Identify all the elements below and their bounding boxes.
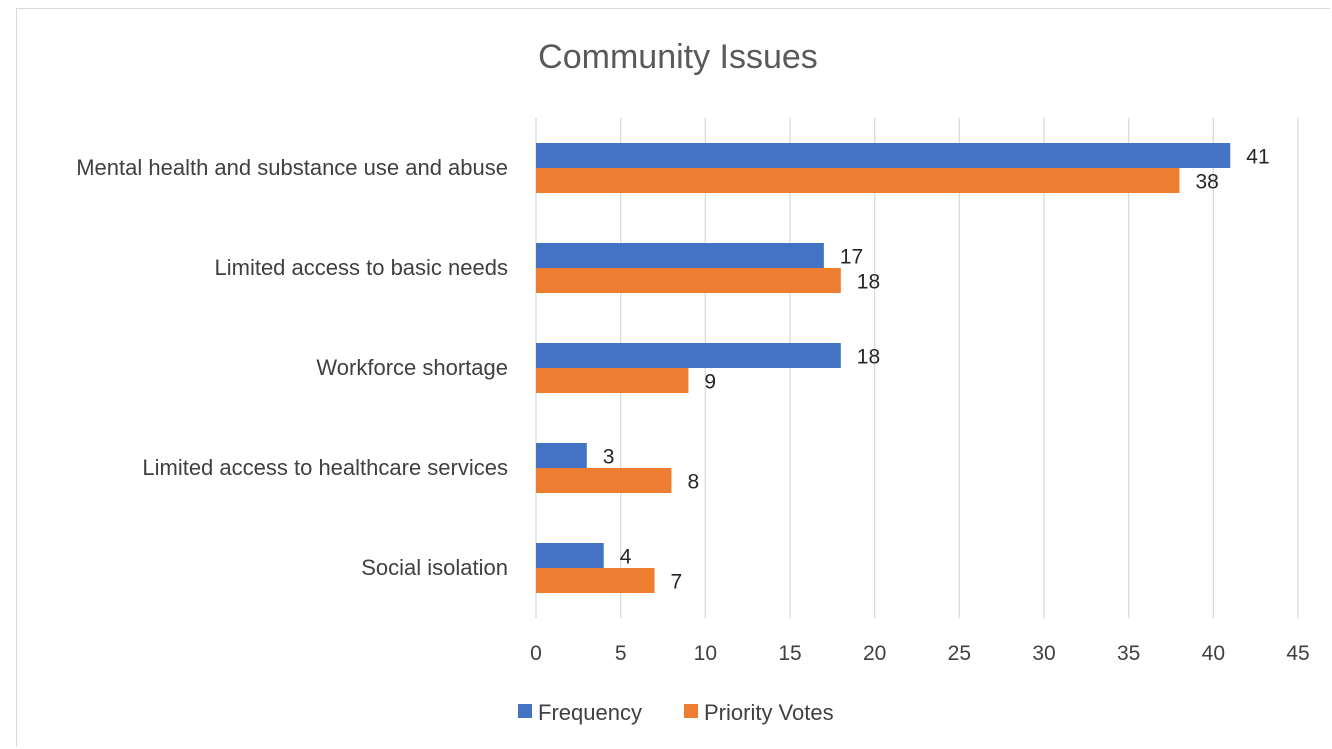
category-labels: Mental health and substance use and abus… (76, 155, 508, 580)
data-label-priority-votes-social-isolation: 7 (671, 571, 683, 594)
data-label-priority-votes-mental-health-and-substance-use-and-abuse: 38 (1195, 171, 1218, 194)
x-tick-label: 5 (615, 642, 627, 665)
bars (536, 143, 1231, 593)
data-label-priority-votes-workforce-shortage: 9 (704, 371, 716, 394)
data-label-priority-votes-limited-access-to-basic-needs: 18 (857, 271, 880, 294)
bar-frequency-limited-access-to-basic-needs (536, 243, 824, 268)
data-label-frequency-social-isolation: 4 (620, 546, 632, 569)
x-tick-label: 25 (948, 642, 971, 665)
bar-priority-votes-social-isolation (536, 568, 655, 593)
x-tick-label: 30 (1032, 642, 1055, 665)
legend: Frequency Priority Votes (518, 700, 834, 725)
data-label-frequency-limited-access-to-basic-needs: 17 (840, 246, 863, 269)
category-label-limited-access-to-basic-needs: Limited access to basic needs (215, 255, 509, 280)
bar-frequency-mental-health-and-substance-use-and-abuse (536, 143, 1231, 168)
category-label-social-isolation: Social isolation (361, 555, 508, 580)
category-label-limited-access-to-healthcare-services: Limited access to healthcare services (142, 455, 508, 480)
legend-swatch-frequency (518, 704, 532, 718)
bar-priority-votes-mental-health-and-substance-use-and-abuse (536, 168, 1180, 193)
category-label-workforce-shortage: Workforce shortage (316, 355, 508, 380)
data-label-priority-votes-limited-access-to-healthcare-services: 8 (687, 471, 699, 494)
legend-label-frequency: Frequency (538, 700, 642, 725)
x-tick-label: 35 (1117, 642, 1140, 665)
legend-swatch-priority-votes (684, 704, 698, 718)
x-tick-label: 40 (1202, 642, 1225, 665)
x-tick-label: 15 (778, 642, 801, 665)
category-label-mental-health-and-substance-use-and-abuse: Mental health and substance use and abus… (76, 155, 508, 180)
data-label-frequency-workforce-shortage: 18 (857, 346, 880, 369)
x-tick-label: 20 (863, 642, 886, 665)
bar-frequency-workforce-shortage (536, 343, 841, 368)
x-tick-label: 45 (1286, 642, 1309, 665)
data-label-frequency-limited-access-to-healthcare-services: 3 (603, 446, 615, 469)
bar-priority-votes-limited-access-to-basic-needs (536, 268, 841, 293)
bar-priority-votes-limited-access-to-healthcare-services (536, 468, 672, 493)
data-label-frequency-mental-health-and-substance-use-and-abuse: 41 (1246, 146, 1269, 169)
chart-title: Community Issues (538, 38, 818, 76)
x-axis-ticks: 0 5 10 15 20 25 30 35 40 45 (530, 642, 1310, 665)
legend-label-priority-votes: Priority Votes (704, 700, 834, 725)
bar-frequency-social-isolation (536, 543, 604, 568)
bar-frequency-limited-access-to-healthcare-services (536, 443, 587, 468)
bar-priority-votes-workforce-shortage (536, 368, 689, 393)
x-tick-label: 10 (694, 642, 717, 665)
x-tick-label: 0 (530, 642, 542, 665)
